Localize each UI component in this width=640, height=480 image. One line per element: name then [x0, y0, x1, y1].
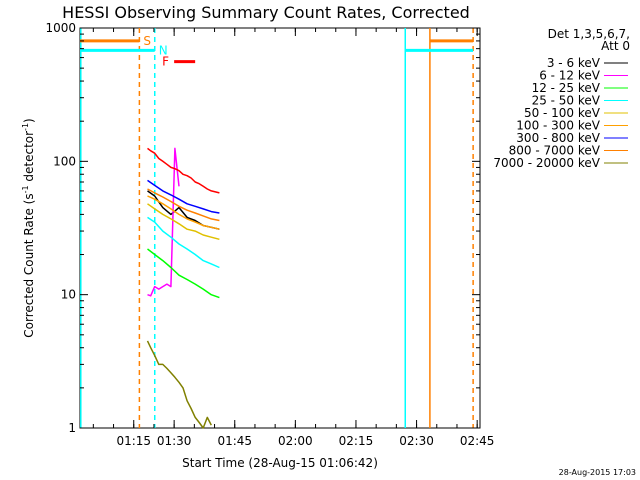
x-tick-label: 02:30	[399, 434, 434, 448]
legend-entry-label: 100 - 300 keV	[516, 119, 600, 133]
x-tick-label: 01:30	[157, 434, 192, 448]
observing-flags: SNF	[80, 34, 474, 69]
x-axis-label: Start Time (28-Aug-15 01:06:42)	[182, 456, 378, 470]
y-axis-label: Corrected Count Rate (s-1 detector-1)	[21, 118, 36, 337]
x-tick-label: 02:00	[278, 434, 313, 448]
legend-entry-label: 7000 - 20000 keV	[493, 156, 600, 170]
series-line-2	[147, 248, 220, 299]
flag-label-S: S	[143, 34, 151, 48]
legend-entry-label: 50 - 100 keV	[524, 106, 601, 120]
x-tick-label: 02:45	[460, 434, 495, 448]
series-line-4	[147, 203, 220, 241]
series-line-7	[147, 188, 220, 222]
y-tick-label: 1000	[45, 21, 76, 35]
series-line-9	[147, 147, 220, 194]
legend-entry-label: 3 - 6 keV	[547, 56, 601, 70]
legend-entry-label: 25 - 50 keV	[532, 94, 601, 108]
y-tick-label: 10	[61, 288, 76, 302]
x-axis: 01:15 01:30 01:45 02:00 02:15 02:30 02:45	[92, 28, 495, 448]
y-tick-label: 100	[53, 154, 76, 168]
series-line-1	[147, 147, 180, 297]
flag-label-N: N	[159, 43, 168, 57]
plot-frame	[79, 27, 481, 429]
x-tick-label: 01:45	[217, 434, 252, 448]
legend-entry-label: 300 - 800 keV	[516, 131, 600, 145]
series-line-5	[147, 195, 220, 230]
legend-header-line: Det 1,3,5,6,7,	[548, 27, 630, 41]
x-tick-label: 02:15	[339, 434, 374, 448]
series-line-6	[147, 179, 220, 214]
chart-title: HESSI Observing Summary Count Rates, Cor…	[62, 3, 470, 22]
y-axis: 1 10 100 1000	[45, 21, 480, 435]
vertical-markers	[80, 28, 474, 428]
legend-entry-label: 12 - 25 keV	[532, 81, 601, 95]
series-line-3	[147, 216, 220, 269]
y-tick-label: 1	[68, 421, 76, 435]
footer-timestamp: 28-Aug-2015 17:03	[559, 468, 636, 477]
series-lines	[146, 147, 220, 429]
legend-entry-label: 800 - 7000 keV	[509, 144, 601, 158]
legend-header-line: Att 0	[601, 39, 630, 53]
legend-entry-label: 6 - 12 keV	[539, 69, 601, 83]
series-line-8	[146, 340, 212, 429]
x-tick-label: 01:15	[116, 434, 151, 448]
flag-label-F: F	[162, 55, 169, 69]
